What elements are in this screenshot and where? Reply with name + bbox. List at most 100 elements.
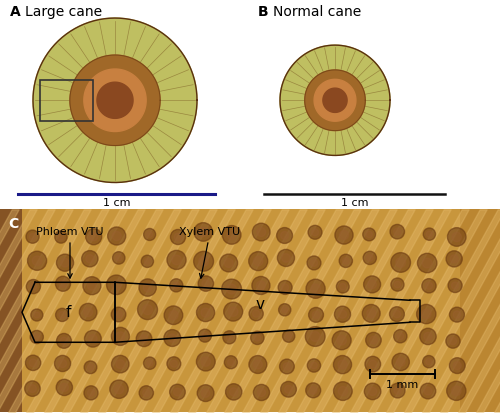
Circle shape xyxy=(144,258,150,264)
Circle shape xyxy=(140,335,148,343)
Circle shape xyxy=(224,302,242,321)
Circle shape xyxy=(167,357,181,370)
Circle shape xyxy=(424,332,432,341)
Circle shape xyxy=(170,360,177,367)
Circle shape xyxy=(164,330,181,347)
Circle shape xyxy=(60,337,68,344)
Circle shape xyxy=(278,280,292,294)
Circle shape xyxy=(248,252,268,271)
Circle shape xyxy=(139,386,154,400)
Circle shape xyxy=(30,233,36,240)
Circle shape xyxy=(144,228,156,240)
Text: f: f xyxy=(66,305,70,320)
Circle shape xyxy=(202,280,209,287)
Circle shape xyxy=(254,385,270,401)
Circle shape xyxy=(198,276,214,291)
Circle shape xyxy=(146,231,152,237)
Circle shape xyxy=(334,356,351,374)
Circle shape xyxy=(254,335,260,341)
Circle shape xyxy=(56,308,69,321)
Polygon shape xyxy=(33,18,197,183)
Circle shape xyxy=(308,225,322,239)
Circle shape xyxy=(394,281,400,288)
Circle shape xyxy=(310,387,317,394)
Circle shape xyxy=(55,231,67,243)
Circle shape xyxy=(282,330,295,342)
Bar xyxy=(40,80,93,121)
Circle shape xyxy=(334,382,352,401)
Circle shape xyxy=(84,330,102,347)
Circle shape xyxy=(258,389,266,396)
Circle shape xyxy=(84,308,92,316)
Circle shape xyxy=(310,332,320,342)
Circle shape xyxy=(58,359,66,368)
Circle shape xyxy=(452,386,461,396)
Circle shape xyxy=(88,389,94,396)
Text: Large cane: Large cane xyxy=(25,5,102,19)
Circle shape xyxy=(446,251,462,267)
Polygon shape xyxy=(97,82,133,119)
Circle shape xyxy=(112,280,122,290)
Circle shape xyxy=(338,310,346,318)
Circle shape xyxy=(250,331,264,344)
Circle shape xyxy=(28,385,36,392)
Circle shape xyxy=(391,253,410,272)
Circle shape xyxy=(422,356,435,368)
Circle shape xyxy=(336,280,349,293)
Circle shape xyxy=(306,327,325,347)
Circle shape xyxy=(446,381,466,401)
Circle shape xyxy=(390,383,405,398)
Circle shape xyxy=(56,276,70,291)
Circle shape xyxy=(390,224,404,239)
Text: 1 mm: 1 mm xyxy=(386,380,418,390)
Circle shape xyxy=(24,381,40,396)
Text: C: C xyxy=(8,217,18,231)
Circle shape xyxy=(223,331,236,344)
Circle shape xyxy=(394,311,400,318)
Circle shape xyxy=(394,228,401,235)
Circle shape xyxy=(420,383,436,399)
Bar xyxy=(0,209,22,412)
Circle shape xyxy=(422,279,436,293)
Circle shape xyxy=(224,356,237,369)
Circle shape xyxy=(396,258,406,267)
Circle shape xyxy=(194,252,214,271)
Circle shape xyxy=(364,383,381,400)
Circle shape xyxy=(420,328,436,344)
Circle shape xyxy=(450,255,458,263)
Circle shape xyxy=(228,359,234,366)
Circle shape xyxy=(363,251,376,265)
Circle shape xyxy=(173,282,180,289)
Circle shape xyxy=(278,249,294,266)
Circle shape xyxy=(426,282,432,290)
Circle shape xyxy=(86,229,102,245)
Text: v: v xyxy=(256,297,264,312)
Circle shape xyxy=(337,335,346,345)
Circle shape xyxy=(366,231,372,237)
Circle shape xyxy=(307,256,321,270)
Circle shape xyxy=(201,308,210,317)
Circle shape xyxy=(28,251,46,271)
Circle shape xyxy=(56,254,74,271)
Circle shape xyxy=(312,229,318,236)
Circle shape xyxy=(450,307,464,322)
Circle shape xyxy=(168,334,176,342)
Circle shape xyxy=(198,227,208,237)
Circle shape xyxy=(311,284,320,294)
Circle shape xyxy=(342,258,349,264)
Circle shape xyxy=(370,336,378,344)
Circle shape xyxy=(426,358,432,365)
Circle shape xyxy=(252,310,260,317)
Circle shape xyxy=(114,385,124,394)
Circle shape xyxy=(366,332,381,348)
Circle shape xyxy=(422,309,431,319)
Text: Phloem VTU: Phloem VTU xyxy=(36,227,104,278)
Circle shape xyxy=(167,250,186,270)
Text: 1 cm: 1 cm xyxy=(103,197,130,208)
Circle shape xyxy=(198,329,211,342)
Circle shape xyxy=(396,358,405,366)
Circle shape xyxy=(170,384,186,400)
Circle shape xyxy=(82,251,98,267)
Circle shape xyxy=(312,311,320,318)
Circle shape xyxy=(222,225,241,244)
